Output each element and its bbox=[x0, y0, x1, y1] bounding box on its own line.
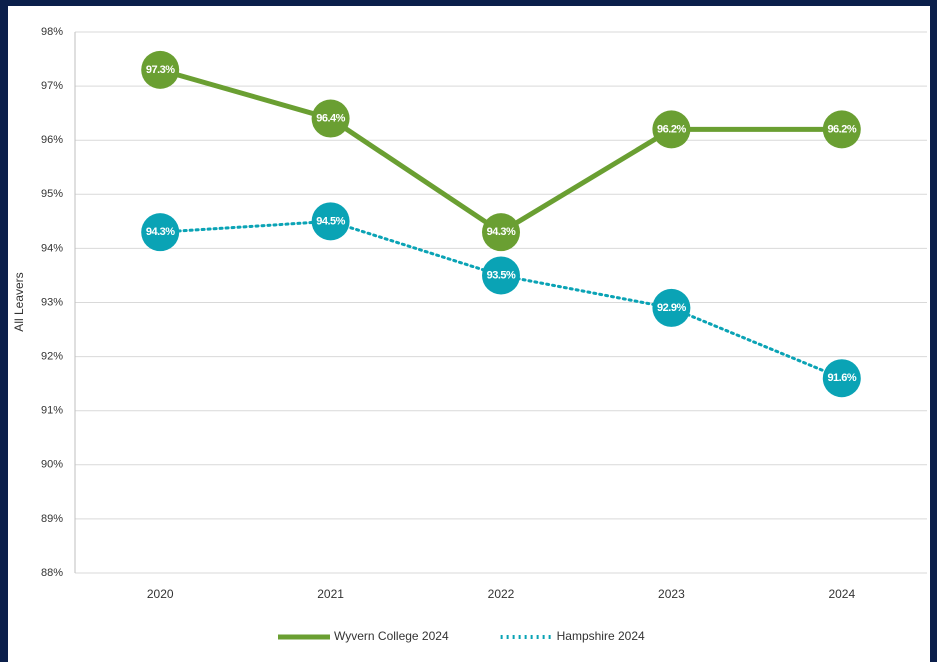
marker bbox=[482, 213, 520, 252]
data-label: 96.2% bbox=[827, 123, 856, 135]
x-tick-label: 2021 bbox=[317, 587, 344, 601]
marker bbox=[141, 213, 180, 252]
y-tick-label: 92% bbox=[41, 351, 63, 363]
data-label: 94.3% bbox=[487, 226, 516, 238]
data-label: 93.5% bbox=[487, 269, 516, 281]
marker bbox=[482, 256, 520, 295]
marker bbox=[652, 110, 691, 149]
y-tick-label: 96% bbox=[41, 134, 63, 146]
data-label: 97.3% bbox=[146, 64, 175, 76]
x-tick-label: 2022 bbox=[488, 587, 515, 601]
y-tick-label: 90% bbox=[41, 459, 63, 471]
data-label: 94.3% bbox=[146, 226, 175, 238]
x-tick-label: 2024 bbox=[828, 587, 855, 601]
x-tick-label: 2023 bbox=[658, 587, 685, 601]
marker bbox=[822, 110, 861, 149]
marker bbox=[311, 202, 350, 241]
y-tick-label: 89% bbox=[41, 513, 63, 525]
y-tick-label: 93% bbox=[41, 296, 63, 308]
legend-label: Wyvern College 2024 bbox=[334, 629, 449, 643]
data-label: 96.4% bbox=[316, 112, 345, 124]
legend-label: Hampshire 2024 bbox=[557, 629, 645, 643]
marker bbox=[141, 50, 180, 89]
data-label: 91.6% bbox=[827, 372, 856, 384]
y-tick-label: 98% bbox=[41, 26, 63, 38]
y-tick-label: 91% bbox=[41, 405, 63, 417]
chart-background bbox=[8, 6, 930, 662]
y-tick-label: 94% bbox=[41, 242, 63, 254]
marker bbox=[822, 359, 861, 398]
x-tick-label: 2020 bbox=[147, 587, 174, 601]
data-label: 96.2% bbox=[657, 123, 686, 135]
y-tick-label: 97% bbox=[41, 80, 63, 92]
y-tick-label: 95% bbox=[41, 188, 63, 200]
y-tick-label: 88% bbox=[41, 567, 63, 579]
y-axis-label: All Leavers bbox=[12, 272, 26, 331]
marker bbox=[311, 99, 350, 138]
data-label: 94.5% bbox=[316, 215, 345, 227]
marker bbox=[652, 288, 691, 327]
data-label: 92.9% bbox=[657, 302, 686, 314]
